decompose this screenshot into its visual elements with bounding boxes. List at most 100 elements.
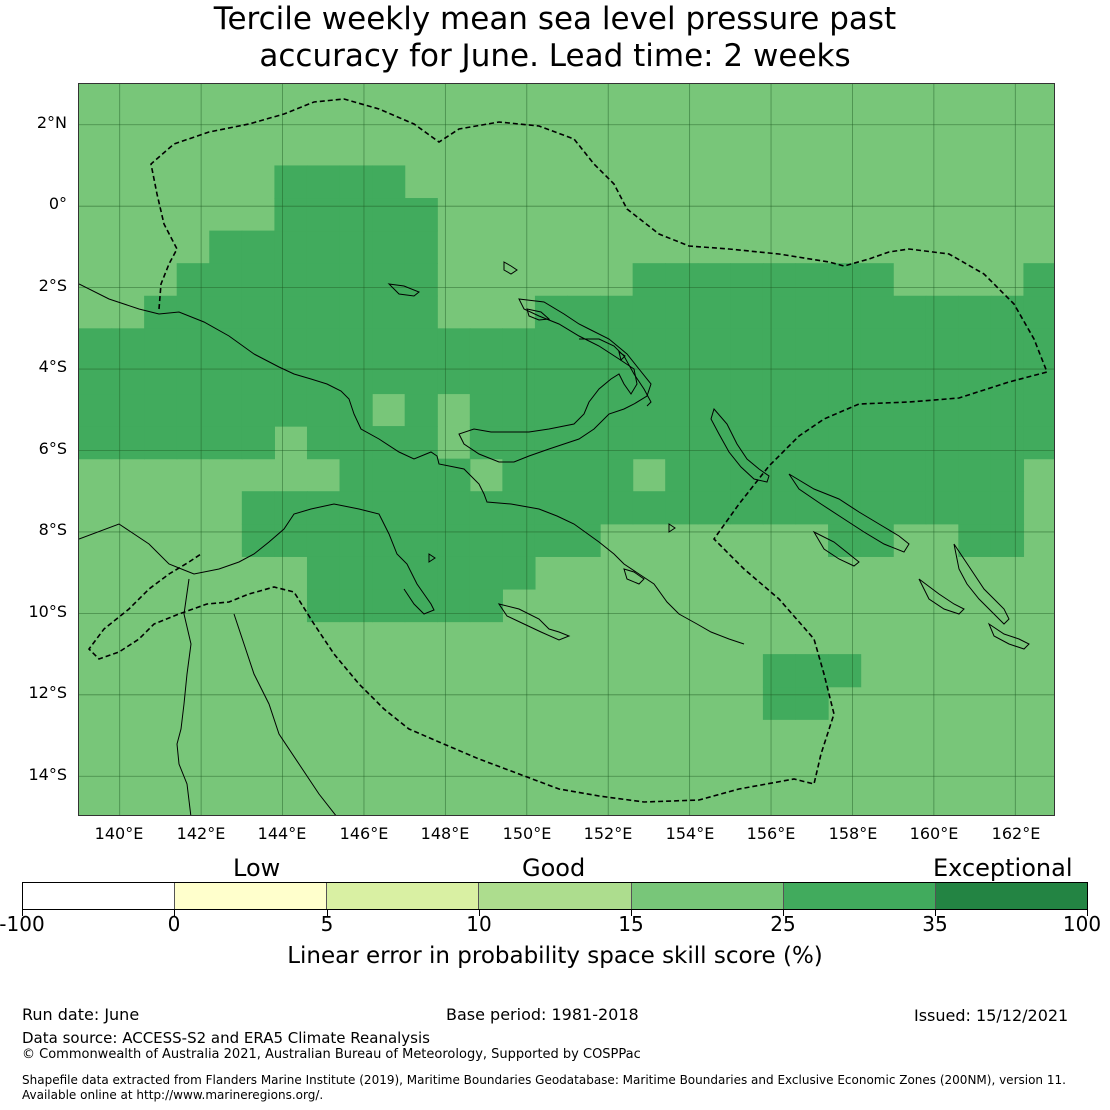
colorbar-tickmark <box>22 910 23 916</box>
skill-cell <box>1023 295 1054 329</box>
skill-cell <box>404 328 438 362</box>
skill-cell <box>306 328 341 362</box>
skill-cell <box>860 426 894 460</box>
skill-cell <box>111 328 145 362</box>
new-britain-coast <box>458 298 652 463</box>
skill-cell <box>437 523 471 557</box>
skill-cell <box>372 165 406 199</box>
skill-cell <box>306 295 341 329</box>
skill-cell <box>1023 426 1054 460</box>
shapefile-credit-line-2: Available online at http://www.marinereg… <box>22 1088 324 1102</box>
colorbar-segment <box>23 883 176 909</box>
skill-cell <box>665 295 699 329</box>
run-date: Run date: June <box>22 1005 140 1024</box>
skill-cell <box>795 263 829 297</box>
skill-cell <box>372 198 406 232</box>
skill-cell <box>567 328 601 362</box>
skill-cell <box>1023 328 1054 362</box>
skill-cell <box>372 230 406 264</box>
skill-cell <box>600 295 634 329</box>
skill-cell <box>860 458 894 492</box>
skill-cell <box>893 426 927 460</box>
skill-cell <box>209 360 243 395</box>
skill-cell <box>860 328 894 362</box>
skill-cell <box>990 393 1025 427</box>
skill-cell <box>469 393 503 427</box>
skill-cell <box>372 523 406 557</box>
colorbar-segment <box>631 883 784 909</box>
skill-cell <box>697 360 731 395</box>
solomons-coast-4 <box>953 543 1010 625</box>
skill-cell <box>860 360 894 395</box>
skill-cell <box>176 426 210 460</box>
skill-cell <box>828 328 862 362</box>
skill-cell <box>404 295 438 329</box>
skill-cell <box>241 393 275 427</box>
skill-cell <box>437 360 471 395</box>
skill-cell <box>469 360 503 395</box>
skill-cell <box>176 295 210 329</box>
colorbar-tick-label: 15 <box>618 912 644 936</box>
skill-cell <box>958 393 992 427</box>
lon-label-146e: 146°E <box>339 824 389 843</box>
skill-cell <box>925 458 959 492</box>
skill-cell <box>958 328 992 362</box>
skill-cell <box>404 393 438 427</box>
skill-cell <box>437 556 471 590</box>
skill-cell <box>176 393 210 427</box>
skill-cell <box>567 491 601 525</box>
legend-category-good: Good <box>522 854 586 882</box>
skill-cell <box>567 393 601 427</box>
skill-cell <box>469 556 503 590</box>
colorbar-tick-label: 100 <box>1062 912 1102 936</box>
lat-label-6s: 6°S <box>38 439 67 458</box>
skill-cell <box>306 426 341 460</box>
skill-cell <box>176 360 210 395</box>
skill-cell <box>339 230 373 264</box>
skill-cell <box>274 263 308 297</box>
islet-1 <box>618 350 626 361</box>
skill-cell <box>762 295 797 329</box>
skill-map <box>78 83 1055 816</box>
colorbar-segment <box>327 883 480 909</box>
skill-cell <box>502 328 536 362</box>
skill-cell <box>697 295 731 329</box>
skill-cell <box>795 426 829 460</box>
skill-cell <box>306 198 341 232</box>
skill-cell <box>144 360 178 395</box>
skill-cell <box>795 458 829 492</box>
skill-cell <box>241 360 275 395</box>
skill-cell <box>404 458 438 492</box>
gulf-of-papua-coast <box>79 503 435 615</box>
png-eez-boundary <box>87 98 1049 803</box>
solomons-coast-3 <box>918 578 965 615</box>
skill-cell <box>958 426 992 460</box>
skill-cell <box>795 328 829 362</box>
cape-york-coast <box>176 578 192 815</box>
skill-cell <box>339 458 373 492</box>
colorbar-tickmark <box>783 910 784 916</box>
skill-cell <box>502 523 536 557</box>
skill-cell <box>404 198 438 232</box>
skill-cell <box>176 328 210 362</box>
skill-cell <box>469 523 503 557</box>
skill-cell <box>372 295 406 329</box>
skill-cell <box>306 360 341 395</box>
skill-cell <box>534 523 569 557</box>
skill-cell <box>762 426 797 460</box>
skill-cell <box>469 491 503 525</box>
lon-label-156e: 156°E <box>746 824 796 843</box>
skill-cell <box>860 491 894 525</box>
skill-cell <box>990 328 1025 362</box>
skill-cell <box>990 360 1025 395</box>
skill-cell <box>1023 263 1054 297</box>
skill-cell <box>893 491 927 525</box>
lon-label-154e: 154°E <box>665 824 715 843</box>
colorbar-tickmark <box>1087 910 1088 916</box>
skill-cell <box>795 295 829 329</box>
skill-cell <box>209 393 243 427</box>
base-period: Base period: 1981-2018 <box>446 1005 639 1024</box>
skill-cell <box>339 491 373 525</box>
skill-cell <box>958 491 992 525</box>
skill-cell <box>404 230 438 264</box>
